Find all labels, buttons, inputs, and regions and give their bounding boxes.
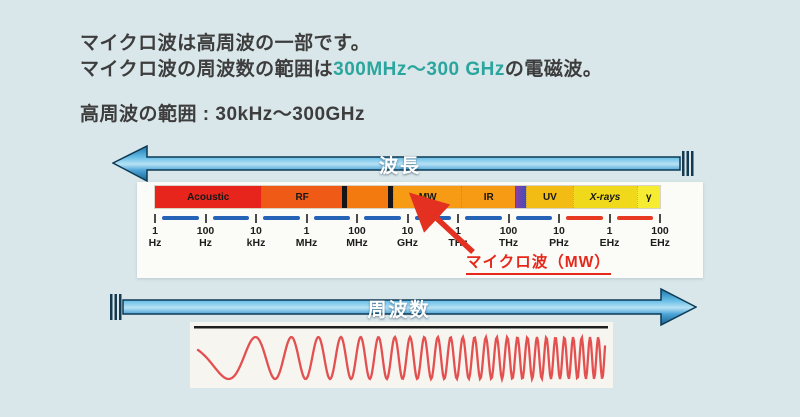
scale-dash bbox=[616, 216, 653, 220]
scale-dash bbox=[313, 216, 350, 220]
chirp-wave-path bbox=[196, 333, 607, 384]
scale-dash bbox=[566, 216, 603, 220]
tick-label: 100 Hz bbox=[196, 225, 215, 249]
tick-value: 1 bbox=[455, 225, 461, 237]
wavelength-arrow-label: 波長 bbox=[378, 156, 422, 177]
band-label: Acoustic bbox=[187, 191, 230, 203]
spectrum-bar: Acoustic RF MW IR UV X-rays γ bbox=[155, 186, 660, 208]
tick-label: 10 kHz bbox=[246, 225, 266, 249]
tick-unit: Hz bbox=[199, 236, 212, 249]
band-UV: UV bbox=[526, 186, 573, 208]
tick-mark bbox=[305, 214, 308, 223]
band-IR: IR bbox=[461, 186, 516, 208]
tick-label: 100 THz bbox=[498, 225, 519, 249]
scale-dash bbox=[465, 216, 502, 220]
tick-unit: EHz bbox=[650, 236, 670, 249]
hf-range-line: 高周波の範囲 : 30kHz〜300GHz bbox=[80, 104, 366, 125]
tick-unit: GHz bbox=[397, 236, 418, 249]
tick-unit: kHz bbox=[246, 236, 266, 249]
tick-mark bbox=[154, 214, 156, 223]
wavelength-arrow: 波長 bbox=[111, 144, 694, 183]
tick-mark bbox=[255, 214, 257, 223]
tick-unit: PHz bbox=[549, 236, 569, 249]
headline-line2-suffix: の電磁波。 bbox=[504, 59, 603, 80]
tick-value: 100 bbox=[348, 225, 366, 237]
tick-unit: THz bbox=[448, 236, 468, 249]
frequency-arrow-label: 周波数 bbox=[367, 300, 431, 321]
band-label: X-rays bbox=[589, 191, 621, 203]
tick-unit: Hz bbox=[148, 236, 162, 249]
band-unlabeled bbox=[346, 186, 389, 208]
tick-value: 1 bbox=[606, 225, 613, 237]
band-X-rays: X-rays bbox=[572, 186, 637, 208]
tick-mark bbox=[406, 214, 409, 223]
band-label: IR bbox=[483, 191, 494, 203]
tick-unit: MHz bbox=[295, 236, 318, 249]
band-γ: γ bbox=[636, 186, 660, 208]
chirp-wave-svg bbox=[194, 326, 608, 384]
tick-unit: THz bbox=[498, 236, 519, 249]
tick-label: 10 GHz bbox=[397, 225, 418, 249]
tick-labels: 1 Hz 100 Hz 10 kHz 1 MHz 100 MHz 10 GHz 1 THz 100 THz 10… bbox=[149, 225, 670, 252]
chirp-wave-panel bbox=[190, 322, 613, 388]
tick-label: 1 Hz bbox=[148, 225, 162, 249]
microwave-callout-arrow bbox=[408, 192, 475, 255]
tick-mark bbox=[608, 214, 611, 223]
tick-value: 1 bbox=[303, 225, 310, 237]
tick-label: 100 EHz bbox=[650, 225, 670, 249]
band-divider bbox=[341, 186, 347, 208]
tick-unit: EHz bbox=[599, 236, 620, 249]
scale-dash bbox=[364, 216, 401, 220]
band-label: RF bbox=[295, 191, 309, 203]
band-label: γ bbox=[646, 191, 652, 203]
chirp-baseline bbox=[194, 326, 608, 329]
spectrum-panel: Acoustic RF MW IR UV X-rays γ 1 Hz 100 Hz 10 kHz 1 MH… bbox=[137, 182, 703, 278]
tick-mark bbox=[558, 214, 560, 223]
headline-line2: マイクロ波の周波数の範囲は300MHz〜300 GHzの電磁波。 bbox=[80, 54, 602, 81]
right-arrow-shape bbox=[110, 287, 698, 327]
frequency-arrow: 周波数 bbox=[107, 287, 698, 327]
tick-label: 10 PHz bbox=[549, 225, 569, 249]
tick-unit: MHz bbox=[346, 236, 368, 249]
scale-dash bbox=[162, 216, 199, 220]
band-RF: RF bbox=[261, 186, 342, 208]
tick-mark bbox=[204, 214, 207, 223]
band-divider bbox=[388, 186, 394, 208]
tick-label: 1 THz bbox=[448, 225, 468, 249]
tick-mark bbox=[356, 214, 358, 223]
tick-value: 100 bbox=[196, 225, 215, 237]
tick-value: 10 bbox=[553, 225, 565, 237]
tick-mark bbox=[457, 214, 459, 223]
frequency-range-highlight: 300MHz〜300 GHz bbox=[333, 59, 505, 80]
scale-dash bbox=[212, 216, 249, 220]
band-unlabeled bbox=[515, 186, 527, 208]
tick-label: 1 EHz bbox=[599, 225, 620, 249]
tick-value: 10 bbox=[250, 225, 262, 237]
frequency-scale bbox=[154, 213, 661, 225]
scale-dash bbox=[515, 216, 552, 220]
tick-value: 1 bbox=[152, 225, 158, 237]
left-arrow-shape bbox=[111, 144, 694, 183]
band-Acoustic: Acoustic bbox=[155, 186, 262, 208]
headline-line2-prefix: マイクロ波の周波数の範囲は bbox=[80, 59, 334, 80]
band-label: UV bbox=[542, 191, 557, 203]
tick-mark bbox=[507, 214, 510, 223]
headline-line1: マイクロ波は高周波の一部です。 bbox=[80, 33, 371, 54]
tick-label: 1 MHz bbox=[295, 225, 318, 249]
tick-value: 100 bbox=[651, 225, 669, 237]
scale-dash bbox=[263, 216, 300, 220]
tick-value: 10 bbox=[401, 225, 414, 237]
tick-value: 100 bbox=[499, 225, 518, 237]
microwave-callout-label: マイクロ波（MW） bbox=[466, 250, 611, 275]
tick-label: 100 MHz bbox=[346, 225, 368, 249]
tick-mark bbox=[659, 214, 661, 223]
